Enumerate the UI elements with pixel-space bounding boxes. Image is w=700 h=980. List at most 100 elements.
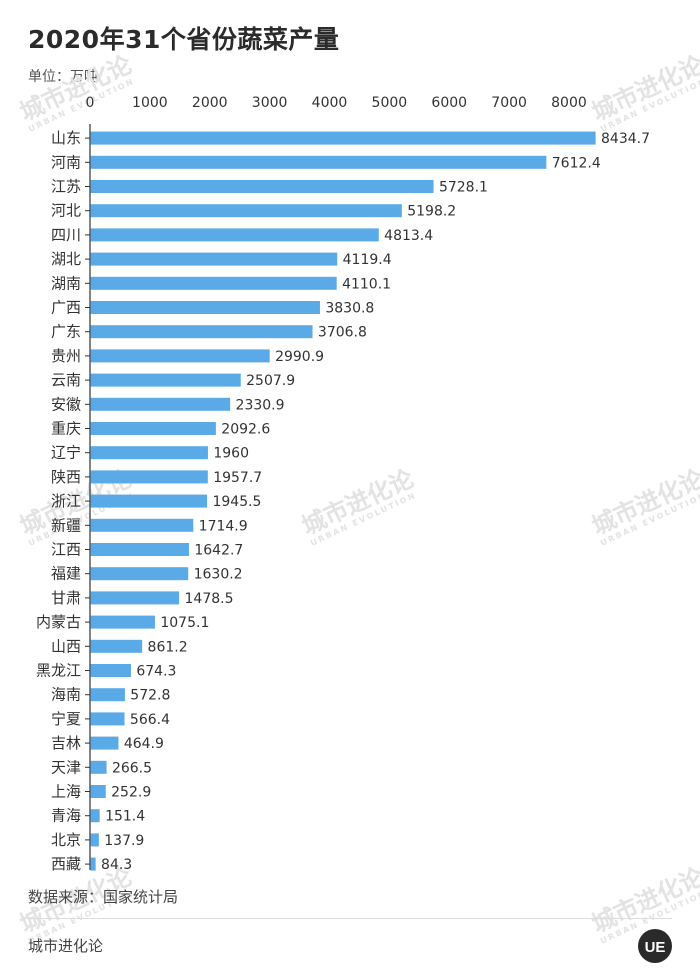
category-label: 山西 bbox=[51, 637, 81, 655]
value-label: 572.8 bbox=[130, 688, 170, 704]
bar bbox=[90, 155, 547, 169]
bar bbox=[90, 664, 131, 677]
value-label: 4813.4 bbox=[384, 228, 433, 244]
bar bbox=[90, 228, 379, 242]
bar bbox=[90, 760, 107, 774]
bar bbox=[90, 518, 194, 532]
category-label: 黑龙江 bbox=[36, 662, 81, 680]
bar bbox=[90, 494, 208, 508]
value-label: 2507.9 bbox=[246, 373, 295, 389]
data-source: 数据来源：国家统计局 bbox=[28, 888, 179, 906]
bar bbox=[90, 736, 119, 750]
category-label: 福建 bbox=[51, 565, 81, 583]
x-tick-label: 7000 bbox=[491, 95, 527, 111]
value-label: 1714.9 bbox=[199, 518, 248, 534]
x-tick-label: 3000 bbox=[252, 95, 288, 111]
category-label: 北京 bbox=[51, 831, 81, 849]
category-label: 西藏 bbox=[51, 855, 81, 873]
category-label: 海南 bbox=[51, 686, 81, 704]
unit-label: 单位：万吨 bbox=[28, 69, 98, 85]
value-label: 1478.5 bbox=[185, 591, 234, 607]
bar bbox=[90, 276, 337, 290]
category-label: 甘肃 bbox=[51, 589, 81, 607]
divider bbox=[28, 918, 672, 919]
category-label: 宁夏 bbox=[51, 710, 81, 728]
category-label: 浙江 bbox=[51, 492, 81, 510]
value-label: 84.3 bbox=[101, 857, 132, 873]
category-label: 江西 bbox=[51, 541, 81, 559]
value-label: 7612.4 bbox=[552, 155, 601, 171]
bar bbox=[90, 785, 106, 798]
bar bbox=[90, 567, 189, 581]
bar bbox=[90, 470, 208, 484]
value-label: 266.5 bbox=[112, 760, 152, 776]
value-label: 464.9 bbox=[124, 736, 164, 752]
bar bbox=[90, 252, 338, 266]
bar bbox=[90, 349, 270, 363]
bar bbox=[90, 446, 208, 460]
x-tick-label: 4000 bbox=[312, 95, 348, 111]
value-label: 2092.6 bbox=[221, 422, 270, 438]
value-label: 3830.8 bbox=[325, 301, 374, 317]
value-label: 137.9 bbox=[104, 833, 144, 849]
category-label: 山东 bbox=[51, 129, 81, 147]
value-label: 5198.2 bbox=[407, 204, 456, 220]
x-tick-label: 2000 bbox=[192, 95, 228, 111]
value-label: 2990.9 bbox=[275, 349, 324, 365]
value-label: 1945.5 bbox=[212, 494, 261, 510]
value-label: 4110.1 bbox=[342, 276, 391, 292]
value-label: 566.4 bbox=[130, 712, 170, 728]
bar bbox=[90, 422, 216, 435]
category-label: 四川 bbox=[51, 226, 81, 244]
category-label: 贵州 bbox=[51, 347, 81, 365]
value-label: 4119.4 bbox=[343, 252, 392, 268]
bar bbox=[90, 857, 96, 871]
logo-text: UE bbox=[645, 939, 666, 956]
value-label: 1075.1 bbox=[160, 615, 209, 631]
bar bbox=[90, 180, 434, 193]
category-label: 上海 bbox=[51, 783, 81, 801]
bar bbox=[90, 615, 155, 629]
category-label: 河南 bbox=[51, 153, 81, 171]
value-label: 252.9 bbox=[111, 785, 151, 801]
value-label: 1642.7 bbox=[194, 543, 243, 559]
category-label: 安徽 bbox=[51, 395, 81, 413]
x-tick-label: 8000 bbox=[551, 95, 587, 111]
bar bbox=[90, 204, 402, 218]
category-label: 陕西 bbox=[51, 468, 81, 486]
bar bbox=[90, 688, 125, 702]
bar bbox=[90, 833, 99, 847]
x-tick-label: 0 bbox=[86, 95, 95, 111]
category-label: 内蒙古 bbox=[36, 613, 81, 631]
bar bbox=[90, 591, 180, 605]
bar bbox=[90, 809, 100, 823]
value-label: 5728.1 bbox=[439, 180, 488, 196]
value-label: 8434.7 bbox=[601, 131, 650, 147]
value-label: 861.2 bbox=[148, 639, 188, 655]
category-label: 云南 bbox=[51, 371, 81, 389]
x-tick-label: 5000 bbox=[372, 95, 408, 111]
category-label: 新疆 bbox=[51, 516, 81, 534]
bar bbox=[90, 639, 143, 653]
category-label: 湖北 bbox=[51, 250, 81, 268]
bar bbox=[90, 543, 189, 556]
category-label: 青海 bbox=[51, 807, 81, 825]
bar bbox=[90, 712, 125, 726]
bar bbox=[90, 397, 231, 411]
value-label: 2330.9 bbox=[236, 397, 285, 413]
category-label: 湖南 bbox=[51, 274, 81, 292]
value-label: 1630.2 bbox=[194, 567, 243, 583]
x-tick-label: 1000 bbox=[132, 95, 168, 111]
bar-chart: 0 1000 2000 3000 4000 5000 6000 7000 8000 山东 8434.… bbox=[36, 95, 650, 873]
bar bbox=[90, 373, 241, 387]
bar bbox=[90, 301, 320, 314]
category-label: 天津 bbox=[51, 758, 81, 776]
value-label: 1960 bbox=[213, 446, 249, 462]
x-tick-label: 6000 bbox=[431, 95, 467, 111]
chart-title: 2020年31个省份蔬菜产量 bbox=[28, 25, 340, 54]
category-label: 江苏 bbox=[51, 178, 81, 196]
brand-name: 城市进化论 bbox=[28, 937, 104, 955]
category-label: 广东 bbox=[51, 323, 81, 341]
bar bbox=[90, 131, 596, 145]
value-label: 674.3 bbox=[136, 664, 176, 680]
